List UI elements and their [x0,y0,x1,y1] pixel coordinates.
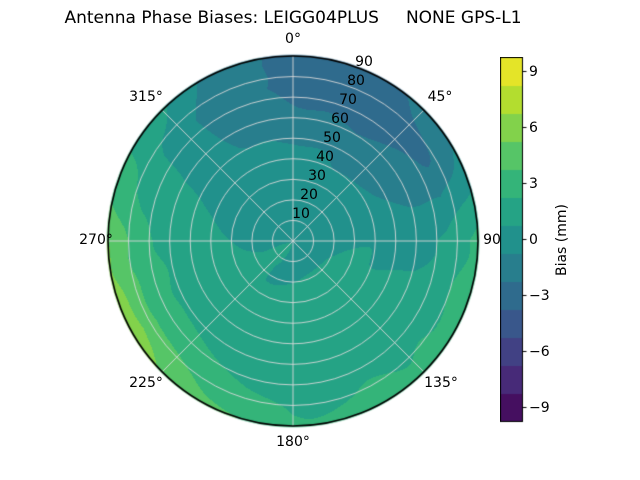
colorbar-tick-label-m9: −9 [529,400,550,416]
theta-tick-label-0: 0° [285,31,301,47]
theta-tick-label-180: 180° [276,434,310,450]
colorbar-tick-label-6: 6 [529,120,538,136]
r-tick-label-10: 10 [292,206,310,222]
theta-tick-label-315: 315° [129,89,163,105]
r-tick-label-30: 30 [308,168,326,184]
colorbar [500,57,528,423]
r-tick-label-90: 90 [355,54,373,70]
r-tick-label-50: 50 [323,130,341,146]
theta-tick-label-225: 225° [129,375,163,391]
colorbar-tick-label-0: 0 [529,232,538,248]
colorbar-axis-label: Bias (mm) [554,203,570,277]
theta-tick-label-270: 270° [79,232,113,248]
theta-tick-label-90: 90 [483,232,501,248]
r-tick-label-20: 20 [300,187,318,203]
r-tick-label-80: 80 [347,73,365,89]
r-tick-label-40: 40 [316,149,334,165]
polar-contour-plot [103,51,483,431]
r-tick-label-60: 60 [331,111,349,127]
theta-tick-label-45: 45° [427,89,453,105]
colorbar-tick-label-m3: −3 [529,288,550,304]
r-tick-label-70: 70 [339,92,357,108]
chart-title: Antenna Phase Biases: LEIGG04PLUS NONE G… [64,8,522,28]
colorbar-tick-label-m6: −6 [529,344,550,360]
colorbar-tick-label-3: 3 [529,176,538,192]
colorbar-tick-label-9: 9 [529,64,538,80]
theta-tick-label-135: 135° [424,375,458,391]
